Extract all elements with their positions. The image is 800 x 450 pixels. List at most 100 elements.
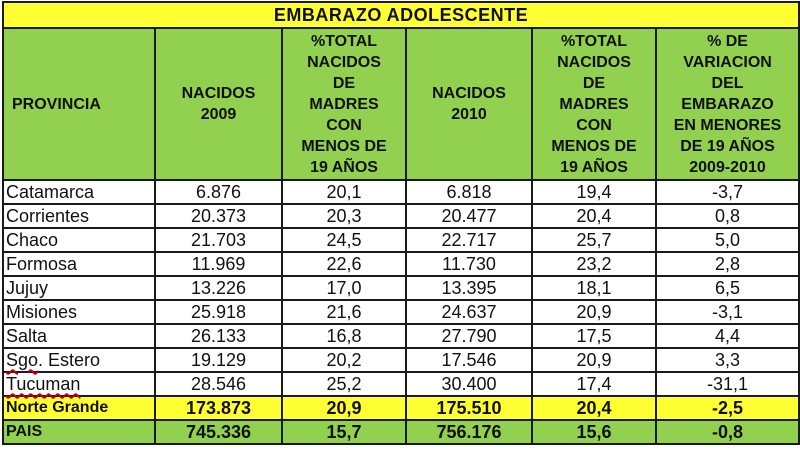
cell-nacidos-2009: 13.226 [154,275,283,301]
cell-pct-2009: 20,2 [281,347,407,373]
cell-provincia: Misiones [2,299,156,325]
header-line: DE 19 AÑOS [680,137,775,155]
header-line: MENOS DE [301,137,387,155]
cell-variacion: 4,4 [654,323,800,349]
cell-provincia: Chaco [2,227,156,253]
header-line: EN MENORES [673,116,782,134]
cell-provincia: Sgo. Estero [2,347,156,373]
cell-nacidos-2010: 6.818 [405,179,533,205]
header-line: VARIACION [683,53,772,71]
cell-provincia: Corrientes [2,203,156,229]
cell-nacidos-2009: 25.918 [154,299,283,325]
cell-nacidos-2010: 756.176 [405,419,533,445]
norte-grande-row: Norte Grande 173.873 20,9 175.510 20,4 -2,5 [2,395,800,421]
cell-pct-2009: 20,3 [281,203,407,229]
cell-nacidos-2009: 26.133 [154,323,283,349]
table-row: Sgo. Estero 19.129 20,2 17.546 20,9 3,3 [2,347,800,373]
cell-pct-2010: 15,6 [531,419,657,445]
cell-variacion: -0,8 [654,419,800,445]
header-line: NACIDOS [557,53,631,71]
cell-pct-2009: 25,2 [281,371,407,397]
cell-pct-2009: 17,0 [281,275,407,301]
header-line: 2009 [200,106,237,123]
cell-pct-2010: 17,5 [531,323,657,349]
header-line: %TOTAL [560,32,628,50]
cell-nacidos-2009: 28.546 [154,371,283,397]
cell-pct-2010: 17,4 [531,371,657,397]
header-line: NACIDOS [307,53,381,71]
cell-nacidos-2009: 173.873 [154,395,283,421]
header-line: %TOTAL [310,32,378,50]
header-line: 19 AÑOS [560,158,628,176]
header-line: PROVINCIA [12,95,101,113]
cell-provincia: Salta [2,323,156,349]
table-row: Salta 26.133 16,8 27.790 17,5 4,4 [2,323,800,349]
cell-nacidos-2009: 19.129 [154,347,283,373]
table-row: Corrientes 20.373 20,3 20.477 20,4 0,8 [2,203,800,229]
cell-variacion: 2,8 [654,251,800,277]
table-title: EMBARAZO ADOLESCENTE [1,1,800,29]
spellcheck-underlined-text: Sgo [6,349,39,370]
table-row: Catamarca 6.876 20,1 6.818 19,4 -3,7 [2,179,800,205]
cell-pct-2009: 20,1 [281,179,407,205]
cell-nacidos-2009: 11.969 [154,251,283,277]
pais-row: PAIS 745.336 15,7 756.176 15,6 -0,8 [2,419,800,445]
header-line: DEL [711,74,744,92]
cell-provincia: Tucuman [2,371,156,397]
title-row: EMBARAZO ADOLESCENTE [1,1,800,29]
cell-provincia: Norte Grande [2,395,156,421]
cell-nacidos-2009: 745.336 [154,419,283,445]
table-row: Tucuman 28.546 25,2 30.400 17,4 -31,1 [2,371,800,397]
cell-nacidos-2010: 22.717 [405,227,533,253]
cell-nacidos-2010: 13.395 [405,275,533,301]
header-nacidos-2009: NACIDOS 2009 [154,27,283,181]
header-line: NACIDOS [181,85,256,102]
cell-provincia: Formosa [2,251,156,277]
header-line: 19 AÑOS [310,158,378,176]
header-pct-2010: %TOTAL NACIDOS DE MADRES CON MENOS DE 19 AÑOS [531,27,657,181]
cell-nacidos-2010: 24.637 [405,299,533,325]
cell-nacidos-2010: 11.730 [405,251,533,277]
cell-pct-2010: 23,2 [531,251,657,277]
header-line: CON [576,116,612,134]
cell-pct-2010: 18,1 [531,275,657,301]
cell-pct-2009: 15,7 [281,419,407,445]
cell-pct-2009: 22,6 [281,251,407,277]
cell-variacion: 6,5 [654,275,800,301]
cell-pct-2010: 25,7 [531,227,657,253]
cell-pct-2010: 20,9 [531,347,657,373]
header-nacidos-2010: NACIDOS 2010 [405,27,533,181]
header-line: CON [326,116,362,134]
header-line: 2009-2010 [689,158,766,176]
cell-pct-2009: 20,9 [281,395,407,421]
spellcheck-underlined-text: Tucuman [6,373,81,394]
header-provincia: PROVINCIA [2,27,156,181]
header-row: PROVINCIA NACIDOS 2009 %TOTAL NACIDOS DE MAD… [2,27,800,181]
cell-provincia: Jujuy [2,275,156,301]
cell-nacidos-2010: 27.790 [405,323,533,349]
header-line: EMBARAZO [681,95,774,113]
cell-provincia: PAIS [2,419,156,445]
header-line: MADRES [309,95,379,113]
cell-variacion: 3,3 [654,347,800,373]
cell-variacion: 0,8 [654,203,800,229]
header-pct-2009: %TOTAL NACIDOS DE MADRES CON MENOS DE 19 AÑOS [281,27,407,181]
table-row: Jujuy 13.226 17,0 13.395 18,1 6,5 [2,275,800,301]
header-line: NACIDOS [432,85,506,102]
cell-pct-2009: 21,6 [281,299,407,325]
table-row: Formosa 11.969 22,6 11.730 23,2 2,8 [2,251,800,277]
cell-nacidos-2009: 6.876 [154,179,283,205]
cell-pct-2010: 19,4 [531,179,657,205]
cell-nacidos-2010: 17.546 [405,347,533,373]
cell-variacion: -3,1 [654,299,800,325]
cell-nacidos-2009: 20.373 [154,203,283,229]
cell-variacion: 5,0 [654,227,800,253]
cell-pct-2009: 16,8 [281,323,407,349]
cell-variacion: -31,1 [654,371,800,397]
cell-nacidos-2010: 20.477 [405,203,533,229]
cell-nacidos-2010: 30.400 [405,371,533,397]
cell-variacion: -3,7 [654,179,800,205]
cell-pct-2010: 20,4 [531,395,657,421]
